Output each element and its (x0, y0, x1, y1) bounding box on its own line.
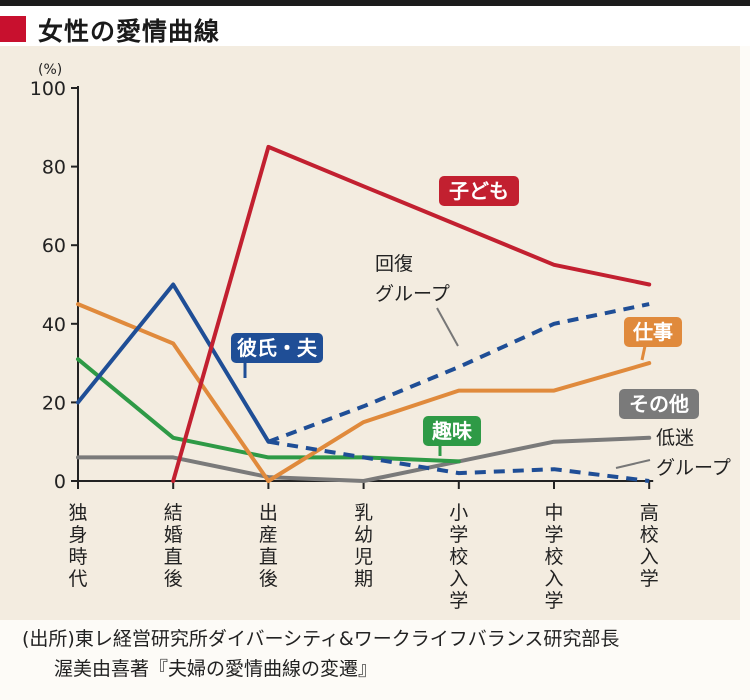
label-shumi-box (423, 416, 481, 446)
y-tick-label: 60 (42, 235, 66, 257)
label-shigoto-box (624, 317, 682, 347)
x-tick-label-char: 学 (544, 524, 563, 546)
line-sonota (76, 435, 652, 483)
y-tick-label: 0 (54, 471, 66, 493)
x-tick-label-char: 入 (640, 546, 659, 568)
x-tick-label-char: 校 (449, 546, 468, 568)
x-tick-label-char: 学 (449, 590, 468, 612)
line-teimei (268, 439, 650, 483)
x-tick-label-char: 学 (640, 568, 659, 590)
x-tick-label-char: 小 (449, 502, 468, 524)
x-tick-label-char: 校 (544, 546, 563, 568)
x-tick-label-char: 独 (68, 502, 87, 524)
label-shumi-text: 趣味 (431, 419, 472, 443)
plot-panel: 0 20 40 60 80 100 (%) 独身時代結婚直後出産直後乳幼児期小学校入学中学校入… (0, 46, 740, 620)
x-tick-label-char: 結 (164, 502, 183, 524)
annotation-kaifuku-1: 回復 (375, 253, 413, 275)
title-bar: 女性の愛情曲線 (0, 6, 750, 46)
x-tick-label-char: 身 (68, 524, 87, 546)
x-tick-label-char: 期 (354, 568, 373, 590)
annotation-teimei-2: グループ (656, 457, 731, 479)
x-tick-label-char: 後 (164, 568, 183, 590)
label-kodomo-box (439, 176, 519, 206)
y-unit-label: (%) (38, 62, 62, 78)
label-sonota-text: その他 (629, 392, 689, 416)
line-kodomo (171, 144, 652, 483)
x-tick-label-char: 校 (640, 524, 659, 546)
x-tick-label-char: 直 (259, 546, 278, 568)
source-line-2: 渥美由喜著『夫婦の愛情曲線の変遷』 (54, 658, 378, 680)
x-tick-label-char: 産 (259, 524, 278, 546)
chart-title: 女性の愛情曲線 (38, 17, 221, 46)
label-kareshi-text: 彼氏・夫 (237, 336, 318, 360)
x-tick-label-char: 児 (354, 546, 373, 568)
line-kaifuku (267, 302, 650, 444)
x-tick-label-char: 代 (68, 568, 87, 590)
title-marker (0, 16, 26, 42)
x-tick-label-char: 後 (259, 568, 278, 590)
x-tick-label-char: 入 (544, 568, 563, 590)
y-tick-label: 80 (42, 157, 66, 179)
x-tick-label-char: 高 (640, 502, 659, 524)
x-tick-label-char: 直 (164, 546, 183, 568)
line-kareshi (76, 282, 271, 444)
x-tick-label-char: 乳 (354, 502, 373, 524)
x-tick-label-char: 中 (544, 502, 563, 524)
pointer-kaifuku (436, 307, 459, 347)
label-sonota-box (619, 389, 699, 419)
pointer-teimei (615, 459, 651, 469)
line-shumi (76, 357, 461, 464)
chart: 020406080100(%)独身時代結婚直後出産直後乳幼児期小学校入学中学校入… (30, 62, 731, 612)
label-shigoto-text: 仕事 (632, 320, 673, 344)
annotation-teimei-1: 低迷 (656, 427, 694, 449)
x-tick-label-char: 婚 (164, 524, 183, 546)
x-tick-label-char: 学 (449, 524, 468, 546)
source-area: (出所)東レ経営研究所ダイバーシティ&ワークライフバランス研究部長 渥美由喜著『… (0, 620, 740, 700)
annotation-kaifuku-2: グループ (375, 283, 450, 305)
x-tick-label-char: 入 (449, 568, 468, 590)
label-kareshi-box (231, 333, 323, 363)
y-tick-label: 40 (42, 314, 66, 336)
x-tick-label-char: 時 (68, 546, 87, 568)
x-tick-label-char: 出 (259, 502, 278, 524)
x-tick-label-char: 幼 (354, 524, 373, 546)
x-tick-label-char: 学 (544, 590, 563, 612)
label-kodomo-text: 子ども (449, 179, 509, 203)
top-strip (0, 0, 750, 6)
line-shigoto (76, 302, 652, 483)
y-tick-label: 100 (30, 78, 66, 100)
y-tick-label: 20 (42, 392, 66, 414)
source-line-1: (出所)東レ経営研究所ダイバーシティ&ワークライフバランス研究部長 (22, 628, 620, 650)
pointer-shigoto (640, 345, 647, 361)
